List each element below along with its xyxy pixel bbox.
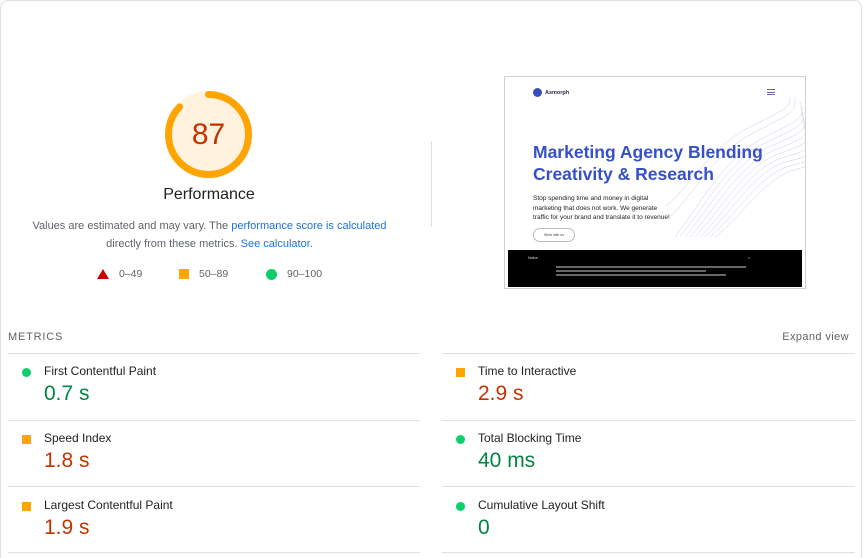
logo-mark-icon <box>533 88 542 97</box>
site-subtext: Stop spending time and money in digital … <box>533 195 670 221</box>
cookie-banner: Notice × <box>508 250 802 287</box>
wave-pattern-graphic <box>665 97 805 238</box>
good-circle-icon <box>22 368 31 377</box>
legend-poor: 0–49 <box>97 268 142 280</box>
legend-good-label: 90–100 <box>287 268 323 280</box>
metric-total-blocking-time: Total Blocking Time 40 ms <box>456 431 836 497</box>
cookie-text-line <box>556 270 706 272</box>
circle-icon <box>266 268 277 280</box>
metric-title: Time to Interactive <box>478 364 577 378</box>
metric-largest-contentful-paint: Largest Contentful Paint 1.9 s <box>22 498 402 558</box>
site-logo-text: Asmorph <box>545 89 570 96</box>
performance-gauge[interactable]: 87 <box>163 89 254 180</box>
performance-title: Performance <box>163 186 255 203</box>
cookie-text-line <box>556 266 746 268</box>
metric-time-to-interactive: Time to Interactive 2.9 s <box>456 364 836 430</box>
metric-divider <box>8 420 420 421</box>
description-text: Values are estimated and may vary. The <box>32 220 232 232</box>
average-square-icon <box>22 435 31 444</box>
metric-divider <box>8 353 420 354</box>
legend-poor-label: 0–49 <box>119 268 143 280</box>
metric-value: 0 <box>478 516 490 539</box>
expand-view-toggle[interactable]: Expand view <box>782 331 849 343</box>
hamburger-menu-icon <box>767 89 775 95</box>
triangle-icon <box>97 269 109 279</box>
legend-good: 90–100 <box>266 268 322 280</box>
square-icon <box>179 269 189 279</box>
score-description: Values are estimated and may vary. The p… <box>22 217 397 253</box>
average-square-icon <box>22 502 31 511</box>
metric-divider <box>442 486 855 487</box>
metric-title: Speed Index <box>44 431 112 445</box>
description-period: . <box>309 238 313 250</box>
see-calculator-link[interactable]: See calculator <box>240 238 310 250</box>
metric-value: 0.7 s <box>44 382 90 405</box>
metric-divider <box>8 486 420 487</box>
site-heading: Marketing Agency Blending Creativity & R… <box>533 142 763 184</box>
good-circle-icon <box>456 435 465 444</box>
legend-average-label: 50–89 <box>199 268 229 280</box>
metric-divider <box>442 353 855 354</box>
cookie-text-line <box>556 274 726 276</box>
performance-score: 87 <box>191 117 226 151</box>
metric-title: Cumulative Layout Shift <box>478 498 605 512</box>
metric-value: 1.9 s <box>44 516 90 539</box>
metric-speed-index: Speed Index 1.8 s <box>22 431 402 497</box>
vertical-divider <box>431 141 432 227</box>
site-cta-button: Work with us <box>533 228 575 242</box>
good-circle-icon <box>456 502 465 511</box>
metric-first-contentful-paint: First Contentful Paint 0.7 s <box>22 364 402 430</box>
metric-divider <box>442 420 855 421</box>
performance-score-link[interactable]: performance score is calculated <box>231 220 387 232</box>
metric-title: Total Blocking Time <box>478 431 582 445</box>
cookie-title: Notice <box>528 256 538 260</box>
page-screenshot[interactable]: Asmorph Marketing Agency Blending Creati… <box>504 76 806 289</box>
description-text-2: directly from these metrics. <box>106 238 241 250</box>
average-square-icon <box>456 368 465 377</box>
site-logo: Asmorph <box>533 88 569 97</box>
legend-average: 50–89 <box>179 268 228 280</box>
metric-value: 1.8 s <box>44 449 90 472</box>
cookie-close-icon: × <box>748 255 751 260</box>
metric-divider <box>8 552 420 553</box>
metrics-heading: METRICS <box>8 331 64 343</box>
metric-divider <box>442 552 855 553</box>
metric-value: 40 ms <box>478 449 536 472</box>
gauge-ring <box>165 91 252 178</box>
metric-value: 2.9 s <box>478 382 524 405</box>
metric-title: Largest Contentful Paint <box>44 498 173 512</box>
metric-cumulative-layout-shift: Cumulative Layout Shift 0 <box>456 498 836 558</box>
score-legend: 0–49 50–89 90–100 <box>95 268 355 284</box>
metric-title: First Contentful Paint <box>44 364 157 378</box>
